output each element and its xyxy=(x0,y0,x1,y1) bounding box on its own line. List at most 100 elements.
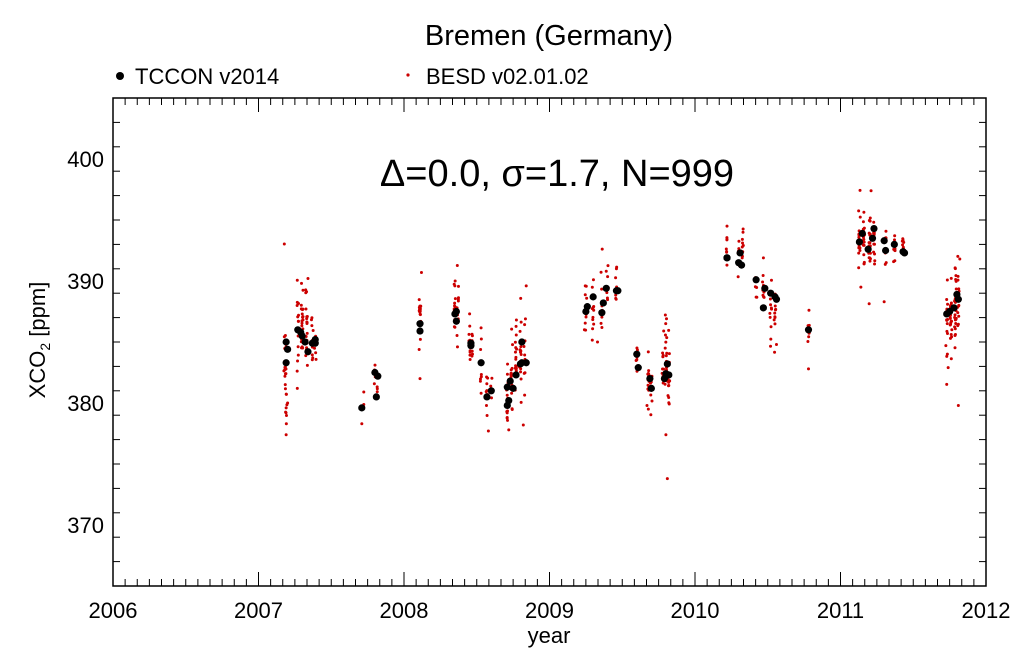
besd-point xyxy=(419,270,423,274)
besd-point xyxy=(953,325,957,329)
besd-point xyxy=(511,343,515,347)
tccon-point xyxy=(882,246,890,255)
besd-point xyxy=(310,324,314,328)
legend-label-besd: BESD v02.01.02 xyxy=(426,64,589,89)
tccon-point xyxy=(452,307,460,316)
besd-point xyxy=(519,400,523,404)
besd-point xyxy=(663,382,667,386)
besd-point xyxy=(300,312,304,316)
besd-point xyxy=(506,409,510,413)
axis-ticks xyxy=(112,97,987,587)
besd-point xyxy=(314,357,318,361)
besd-point xyxy=(741,243,745,247)
x-tick-label: 2008 xyxy=(380,598,429,623)
tccon-point xyxy=(900,249,909,257)
besd-point xyxy=(665,477,669,481)
besd-point xyxy=(306,277,310,281)
besd-point xyxy=(417,347,421,351)
x-tick-label: 2009 xyxy=(525,598,574,623)
besd-point xyxy=(635,346,639,350)
besd-point xyxy=(479,373,483,377)
tccon-point xyxy=(752,276,760,284)
besd-point xyxy=(769,325,773,329)
besd-point xyxy=(583,284,587,288)
besd-point xyxy=(510,327,514,331)
besd-point xyxy=(949,357,953,361)
besd-point xyxy=(596,340,600,344)
besd-point xyxy=(522,345,526,349)
besd-point xyxy=(807,308,811,312)
besd-point xyxy=(296,353,300,357)
tccon-point xyxy=(599,299,607,307)
besd-point xyxy=(479,348,483,352)
besd-point xyxy=(296,345,300,349)
besd-point xyxy=(283,374,287,378)
besd-point xyxy=(582,328,586,332)
tccon-point xyxy=(467,339,475,347)
besd-point xyxy=(519,345,523,349)
tccon-point xyxy=(646,375,654,383)
besd-point xyxy=(663,346,667,350)
tccon-point xyxy=(358,404,366,412)
besd-point xyxy=(945,331,949,335)
besd-point xyxy=(956,403,960,407)
besd-point xyxy=(954,317,958,321)
besd-point xyxy=(522,371,526,375)
tccon-point xyxy=(589,293,597,301)
besd-point xyxy=(873,262,877,266)
besd-point xyxy=(484,390,488,394)
besd-point xyxy=(284,414,288,418)
besd-point xyxy=(591,315,595,319)
besd-point xyxy=(296,319,300,323)
besd-point xyxy=(284,406,288,410)
besd-point xyxy=(883,262,887,266)
besd-point xyxy=(505,372,509,376)
besd-point xyxy=(523,323,527,327)
besd-point xyxy=(647,369,651,373)
besd-point xyxy=(592,308,596,312)
besd-point xyxy=(417,309,421,313)
besd-point xyxy=(283,383,287,387)
besd-point xyxy=(949,301,953,305)
besd-point xyxy=(417,306,421,310)
legend: TCCON v2014 BESD v02.01.02 xyxy=(116,64,589,89)
besd-point xyxy=(523,393,527,397)
besd-point xyxy=(873,242,877,246)
besd-point xyxy=(858,246,862,250)
besd-point xyxy=(284,367,288,371)
besd-point xyxy=(284,372,288,376)
besd-point xyxy=(418,313,422,317)
tccon-point xyxy=(954,295,962,303)
besd-point xyxy=(857,209,861,213)
besd-point xyxy=(295,369,299,373)
besd-point xyxy=(740,256,744,260)
besd-point xyxy=(284,433,288,437)
besd-point xyxy=(741,227,745,231)
tccon-point xyxy=(634,364,642,372)
tccon-point xyxy=(374,372,382,380)
besd-point xyxy=(452,282,456,286)
tccon-point xyxy=(304,348,312,356)
besd-point xyxy=(858,188,862,192)
besd-point xyxy=(859,285,863,289)
besd-point xyxy=(768,297,772,301)
besd-point xyxy=(770,307,774,311)
besd-point xyxy=(662,329,666,333)
besd-point xyxy=(478,377,482,381)
besd-point xyxy=(862,210,866,214)
besd-point xyxy=(486,429,490,433)
besd-point xyxy=(286,401,290,405)
besd-point xyxy=(868,216,872,220)
besd-point xyxy=(956,322,960,326)
besd-point xyxy=(858,215,862,219)
besd-point xyxy=(868,259,872,263)
tccon-point xyxy=(284,345,292,353)
tccon-point xyxy=(880,237,888,245)
besd-point xyxy=(310,353,314,357)
besd-point xyxy=(956,311,960,315)
besd-point xyxy=(485,382,489,386)
besd-point xyxy=(868,257,872,261)
besd-point xyxy=(867,219,871,223)
besd-point xyxy=(373,363,377,367)
besd-point xyxy=(284,422,288,426)
